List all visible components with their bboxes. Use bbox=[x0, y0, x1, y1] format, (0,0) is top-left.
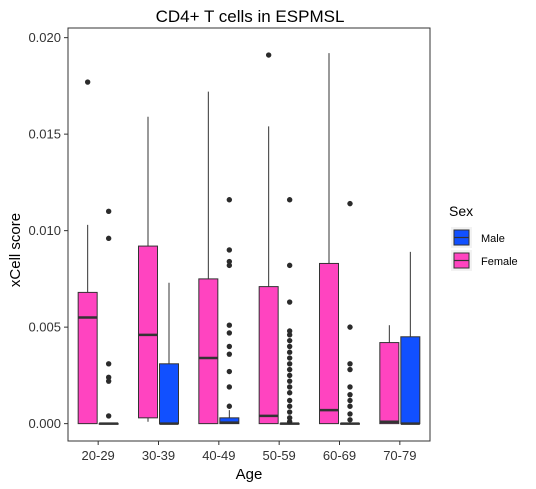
box-male-50-59 bbox=[279, 197, 300, 425]
outlier-point bbox=[347, 397, 353, 404]
box-male bbox=[159, 363, 179, 425]
y-tick-label: 0.010 bbox=[28, 223, 61, 238]
box-male-20-29 bbox=[98, 208, 119, 425]
outlier-point bbox=[286, 397, 293, 404]
legend-label-male: Male bbox=[481, 233, 505, 245]
y-axis: 0.000 0.005 0.010 0.015 0.020 bbox=[28, 30, 68, 431]
outlier-point bbox=[286, 415, 293, 421]
outlier-point bbox=[286, 328, 293, 334]
plot-panel-border bbox=[67, 27, 431, 442]
outlier-point bbox=[226, 403, 233, 409]
outlier-point bbox=[226, 330, 233, 336]
outlier-point bbox=[347, 384, 353, 390]
box-female bbox=[77, 291, 98, 425]
box-female-60-69 bbox=[319, 53, 339, 425]
outlier-point bbox=[226, 343, 233, 350]
outlier-point bbox=[286, 343, 293, 350]
outlier-point bbox=[347, 403, 353, 409]
x-axis: 20-29 30-39 40-49 50-59 60-69 70-79 bbox=[82, 441, 416, 463]
box-male-60-69 bbox=[340, 200, 360, 425]
outlier-point bbox=[347, 391, 353, 398]
outlier-point bbox=[286, 390, 293, 396]
outlier-point bbox=[286, 366, 293, 373]
outlier-point bbox=[226, 384, 233, 390]
outlier-point bbox=[265, 52, 272, 58]
box-female bbox=[379, 342, 400, 425]
x-tick-label: 60-69 bbox=[323, 448, 356, 463]
x-tick-label: 30-39 bbox=[142, 448, 175, 463]
outlier-point bbox=[347, 200, 353, 207]
outlier-point bbox=[347, 361, 353, 367]
outlier-point bbox=[226, 258, 233, 265]
x-axis-title: Age bbox=[236, 466, 263, 483]
outlier-point bbox=[347, 417, 353, 423]
outlier-point bbox=[226, 247, 233, 253]
outlier-point bbox=[286, 378, 293, 384]
outlier-point bbox=[286, 262, 293, 269]
y-axis-title: xCell score bbox=[7, 213, 24, 287]
outlier-point bbox=[286, 372, 293, 379]
outlier-point bbox=[105, 208, 112, 215]
box-female bbox=[198, 278, 219, 425]
legend-title: Sex bbox=[449, 203, 473, 219]
outlier-point bbox=[226, 351, 233, 357]
outlier-point bbox=[347, 366, 353, 373]
outlier-point bbox=[347, 324, 353, 330]
outlier-point bbox=[226, 197, 233, 203]
box-female-20-29 bbox=[77, 79, 98, 425]
plot-area bbox=[67, 27, 431, 442]
box-male-70-79 bbox=[400, 251, 421, 425]
x-tick-label: 40-49 bbox=[202, 448, 235, 463]
box-female-40-49 bbox=[198, 91, 219, 425]
outlier-point bbox=[105, 413, 112, 419]
outlier-point bbox=[226, 322, 233, 328]
y-tick-label: 0.015 bbox=[28, 127, 61, 142]
outlier-point bbox=[286, 337, 293, 344]
box-female-30-39 bbox=[138, 116, 158, 422]
box-female bbox=[319, 262, 339, 425]
outlier-point bbox=[286, 332, 293, 338]
y-tick-label: 0.005 bbox=[28, 320, 61, 335]
legend-label-female: Female bbox=[481, 256, 518, 268]
outlier-point bbox=[105, 374, 112, 381]
boxes-layer bbox=[77, 52, 421, 425]
outlier-point bbox=[105, 378, 112, 384]
outlier-point bbox=[286, 355, 293, 361]
box-male bbox=[400, 336, 421, 425]
outlier-point bbox=[84, 79, 91, 85]
legend: Sex Male Female bbox=[449, 203, 518, 271]
outlier-point bbox=[286, 197, 293, 203]
outlier-point bbox=[226, 262, 233, 269]
box-female-70-79 bbox=[379, 325, 400, 425]
chart-title: CD4+ T cells in ESPMSL bbox=[156, 7, 345, 26]
x-tick-label: 50-59 bbox=[263, 448, 296, 463]
outlier-point bbox=[347, 411, 353, 417]
y-tick-label: 0.020 bbox=[28, 30, 61, 45]
outlier-point bbox=[286, 403, 293, 409]
outlier-point bbox=[105, 361, 112, 367]
outlier-point bbox=[286, 384, 293, 390]
box-male-30-39 bbox=[159, 282, 179, 425]
outlier-point bbox=[105, 235, 112, 242]
x-tick-label: 70-79 bbox=[383, 448, 416, 463]
outlier-point bbox=[286, 409, 293, 415]
outlier-point bbox=[286, 361, 293, 367]
box-female bbox=[138, 245, 158, 419]
outlier-point bbox=[286, 419, 293, 425]
box-male-40-49 bbox=[219, 197, 240, 425]
y-tick-label: 0.000 bbox=[28, 416, 61, 431]
box-female-50-59 bbox=[258, 52, 279, 425]
outlier-point bbox=[286, 349, 293, 355]
box-female bbox=[258, 286, 279, 425]
outlier-point bbox=[286, 299, 293, 305]
x-tick-label: 20-29 bbox=[82, 448, 115, 463]
outlier-point bbox=[226, 368, 233, 375]
